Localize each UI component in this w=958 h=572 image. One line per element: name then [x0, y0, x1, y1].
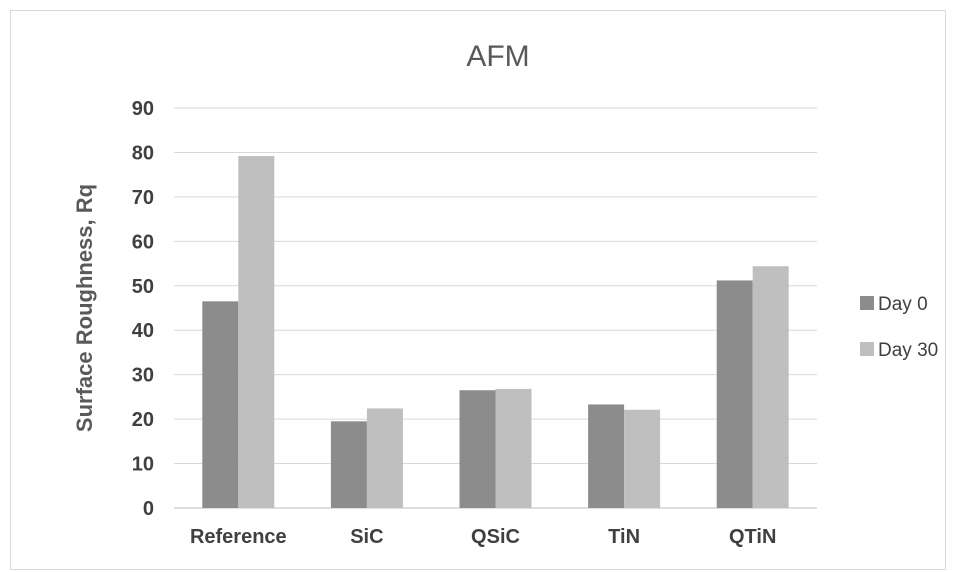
y-tick-label: 70 — [132, 187, 154, 209]
bar-day-0-qtin — [716, 280, 753, 508]
gridlines — [174, 107, 817, 509]
y-tick-label: 90 — [132, 98, 154, 120]
y-tick-label: 10 — [132, 454, 154, 476]
bar-day-30-sic — [366, 408, 403, 508]
bar-day-30-reference — [238, 156, 275, 508]
legend-label: Day 0 — [878, 294, 928, 315]
bar-day-0-sic — [330, 421, 367, 508]
x-axis-ticks: Reference SiC QSiC TiN QTiN — [190, 526, 776, 548]
bar-day-30-tin — [624, 409, 661, 508]
x-tick-label: TiN — [608, 526, 640, 548]
bar-day-0-qsic — [459, 390, 496, 508]
y-tick-label: 60 — [132, 231, 154, 253]
legend-swatch — [860, 342, 874, 356]
bar-day-0-reference — [202, 301, 239, 508]
y-tick-label: 50 — [132, 276, 154, 298]
y-tick-label: 40 — [132, 320, 154, 342]
y-tick-label: 80 — [132, 142, 154, 164]
bar-day-30-qtin — [752, 266, 789, 508]
y-axis-label: Surface Roughness, Rq — [72, 184, 97, 432]
y-tick-label: 30 — [132, 365, 154, 387]
y-axis-ticks: 0 10 20 30 40 50 60 70 80 90 — [132, 98, 154, 520]
x-tick-label: QTiN — [729, 526, 776, 548]
x-tick-label: QSiC — [471, 526, 520, 548]
chart-title: AFM — [466, 40, 529, 73]
bar-day-0-tin — [588, 404, 625, 508]
y-tick-label: 0 — [143, 498, 154, 520]
legend-label: Day 30 — [878, 340, 938, 361]
legend-swatch — [860, 296, 874, 310]
x-tick-label: SiC — [350, 526, 383, 548]
bars — [202, 156, 789, 508]
legend: Day 0 Day 30 — [860, 294, 938, 361]
x-tick-label: Reference — [190, 526, 287, 548]
bar-day-30-qsic — [495, 388, 532, 508]
y-tick-label: 20 — [132, 409, 154, 431]
